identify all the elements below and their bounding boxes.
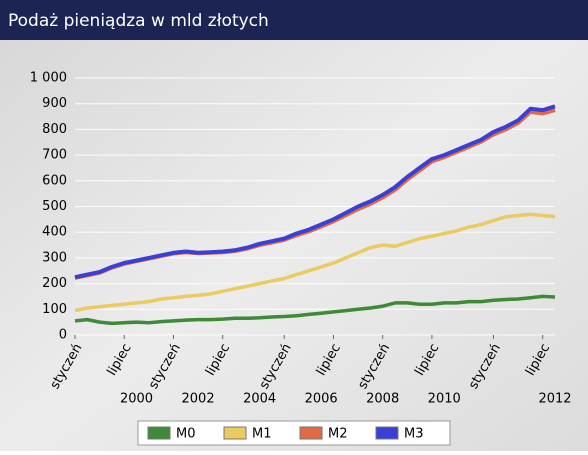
legend-label: M3 (404, 427, 424, 442)
series-line (74, 294, 556, 326)
year-label: 2004 (243, 392, 276, 407)
series-line (74, 212, 556, 313)
title-bar (0, 0, 588, 40)
y-tick-label: 400 (42, 225, 67, 240)
y-tick-label: 500 (42, 199, 67, 214)
y-tick-label: 100 (42, 302, 67, 317)
y-tick-label: 900 (42, 96, 67, 111)
year-label: 2008 (366, 392, 399, 407)
chart-title: Podaż pieniądza w mld złotych (8, 11, 269, 31)
y-tick-label: 1 000 (30, 71, 67, 86)
legend-label: M1 (252, 427, 272, 442)
year-label: 2012 (538, 392, 571, 407)
legend-swatch (299, 426, 323, 440)
y-tick-label: 300 (42, 250, 67, 265)
y-tick-label: 700 (42, 148, 67, 163)
y-tick-label: 600 (42, 173, 67, 188)
year-label: 2010 (428, 392, 461, 407)
series-line (74, 104, 556, 280)
year-label: 2006 (305, 392, 338, 407)
legend-swatch (375, 426, 399, 440)
year-label: 2002 (182, 392, 215, 407)
year-label: 2000 (120, 392, 153, 407)
legend-swatch (223, 426, 247, 440)
legend-label: M0 (176, 427, 196, 442)
y-tick-label: 0 (59, 328, 67, 343)
legend-swatch (147, 426, 171, 440)
y-tick-label: 800 (42, 122, 67, 137)
legend-label: M2 (328, 427, 348, 442)
y-tick-label: 200 (42, 276, 67, 291)
